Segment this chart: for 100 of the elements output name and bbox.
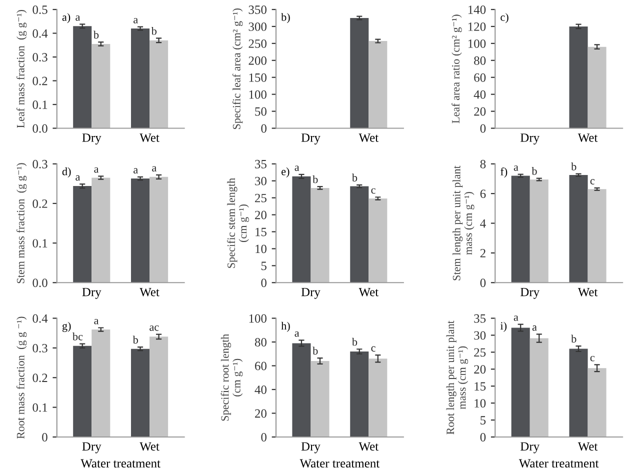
data-label: a xyxy=(94,318,99,324)
data-label: a xyxy=(294,331,300,337)
x-tick-label: Wet xyxy=(578,288,598,296)
annotation: b) xyxy=(281,13,290,24)
data-label: bc xyxy=(72,332,83,340)
data-label: b xyxy=(532,167,537,175)
data-label: a xyxy=(514,316,518,321)
data-label: ac xyxy=(150,325,159,331)
y-tick-label: 4 xyxy=(480,219,486,228)
y-tick-label: 0 xyxy=(480,433,486,442)
y-tick-label: 20 xyxy=(255,210,266,220)
data-label: b xyxy=(571,162,576,170)
annotation: g) xyxy=(62,322,71,332)
y-tick-label: 15 xyxy=(474,382,486,391)
y-tick-label: 25 xyxy=(474,348,486,357)
y-tick-label: 0.3 xyxy=(32,53,48,62)
y-tick-label: 0.2 xyxy=(32,76,48,86)
y-tick-label: 2 xyxy=(480,248,486,258)
x-tick-label: Dry xyxy=(520,134,540,144)
y-axis-title: Specific stem length (cm g⁻¹) xyxy=(227,178,249,268)
y-tick-label: 120 xyxy=(468,22,486,31)
annotation: f) xyxy=(500,167,508,178)
y-tick-label: 0 xyxy=(42,433,48,442)
x-axis-title: Water treatment xyxy=(300,459,380,468)
y-tick-label: 0.5 xyxy=(32,6,48,14)
y-tick-label: 20 xyxy=(474,107,486,116)
y-axis-title: Root mass fraction (g g ⁻¹) xyxy=(16,316,27,439)
y-tick-label: 5 xyxy=(261,262,266,270)
data-label: c xyxy=(371,346,376,352)
data-label: b xyxy=(312,175,318,184)
y-axis-title: Specific root length (cm g⁻¹) xyxy=(220,334,243,421)
data-label: c xyxy=(590,179,595,184)
y-tick-label: 140 xyxy=(468,6,486,14)
y-tick-label: 0 xyxy=(261,278,266,288)
x-tick-label: Dry xyxy=(520,288,540,299)
y-tick-label: 60 xyxy=(474,73,486,82)
data-label: a xyxy=(94,167,99,173)
x-tick-label: Dry xyxy=(520,442,540,454)
y-tick-label: 150 xyxy=(249,73,266,82)
y-tick-label: 20 xyxy=(474,365,486,374)
y-tick-label: 20 xyxy=(255,409,266,418)
x-tick-label: Wet xyxy=(358,134,378,142)
y-tick-label: 80 xyxy=(474,56,486,65)
data-label: b xyxy=(93,30,99,39)
data-label: c xyxy=(371,188,376,194)
x-tick-label: Dry xyxy=(301,288,320,299)
annotation: d) xyxy=(62,167,71,178)
x-tick-label: Dry xyxy=(82,442,102,454)
y-tick-label: 15 xyxy=(256,228,266,236)
y-tick-label: 35 xyxy=(255,160,266,168)
y-tick-label: 0.0 xyxy=(32,278,48,288)
y-tick-label: 0.4 xyxy=(32,314,48,323)
y-tick-label: 0.1 xyxy=(32,403,48,412)
x-tick-label: Wet xyxy=(140,288,160,296)
y-tick-label: 100 xyxy=(249,314,266,323)
y-tick-label: 10 xyxy=(256,244,266,254)
annotation: e) xyxy=(282,167,290,178)
x-tick-label: Wet xyxy=(578,442,598,451)
annotation: h) xyxy=(281,322,290,332)
y-tick-label: 0.1 xyxy=(32,100,48,110)
y-tick-label: 100 xyxy=(249,90,266,99)
x-tick-label: Wet xyxy=(578,134,598,142)
y-tick-label: 0.4 xyxy=(32,29,48,38)
data-label: a xyxy=(134,168,138,174)
annotation: c) xyxy=(500,13,508,24)
data-label: a xyxy=(294,166,300,171)
y-axis-title: Stem length per unit plant mass (cm g⁻¹) xyxy=(452,166,474,280)
y-tick-label: 0 xyxy=(480,278,486,288)
data-label: a xyxy=(76,15,80,21)
y-tick-label: 0.2 xyxy=(32,374,48,382)
y-tick-label: 6 xyxy=(480,190,486,198)
annotation: i) xyxy=(500,322,507,332)
y-axis-title: Leaf area ratio (cm² g⁻¹) xyxy=(452,14,462,124)
y-axis-title: Specific leaf area (cm² g⁻¹) xyxy=(232,8,243,129)
y-tick-label: 0 xyxy=(480,124,486,133)
y-tick-label: 0.3 xyxy=(32,344,48,352)
x-tick-label: Dry xyxy=(82,288,102,299)
y-tick-label: 350 xyxy=(248,6,266,14)
y-tick-label: 10 xyxy=(474,399,486,408)
data-label: b xyxy=(151,26,157,35)
data-label: b xyxy=(312,346,318,355)
data-label: b xyxy=(352,338,358,346)
y-tick-label: 0.0 xyxy=(32,124,48,133)
y-tick-label: 50 xyxy=(255,107,266,116)
y-tick-label: 0 xyxy=(261,124,266,133)
y-tick-label: 8 xyxy=(480,160,486,168)
y-tick-label: 0.2 xyxy=(32,199,48,208)
x-axis-title: Water treatment xyxy=(80,459,160,468)
data-label: b xyxy=(132,336,138,344)
x-tick-label: Wet xyxy=(140,134,160,142)
data-label: c xyxy=(590,356,595,362)
y-tick-label: 0.3 xyxy=(32,160,48,168)
y-tick-label: 100 xyxy=(468,39,486,48)
x-axis-title: Water treatment xyxy=(518,459,599,468)
x-tick-label: Wet xyxy=(358,442,378,451)
y-tick-label: 0.1 xyxy=(32,239,48,248)
x-tick-label: Dry xyxy=(301,442,320,454)
y-tick-label: 40 xyxy=(254,386,266,394)
annotation: a) xyxy=(62,13,70,24)
y-tick-label: 30 xyxy=(255,176,266,186)
